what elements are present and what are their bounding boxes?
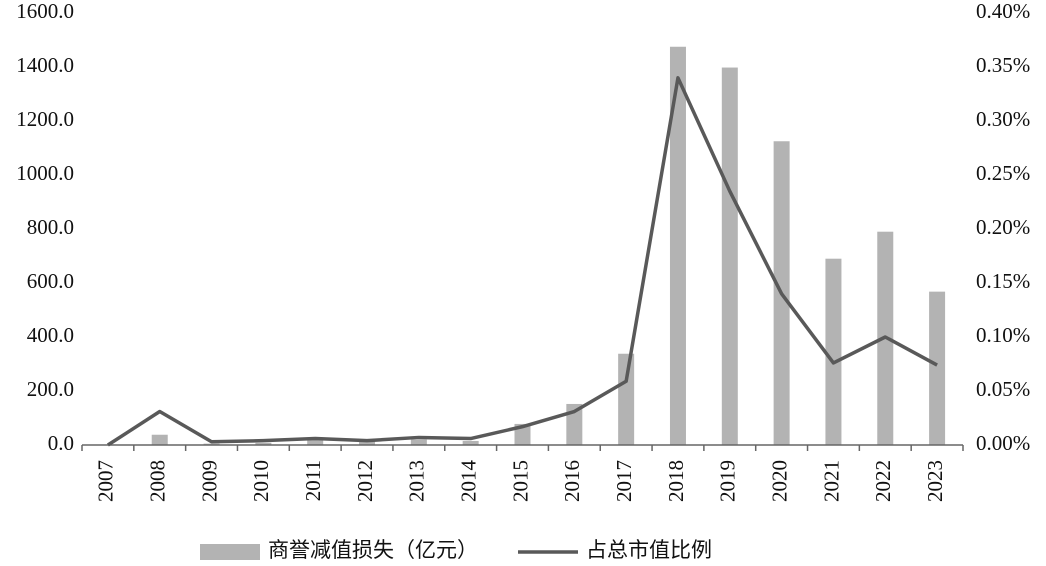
x-tick-label: 2020 [767, 460, 791, 502]
x-tick-label: 2015 [508, 460, 532, 502]
line [106, 76, 938, 447]
y2-tick-label: 0.25% [976, 161, 1030, 185]
y-tick-label: 600.0 [27, 269, 74, 293]
y2-tick-label: 0.15% [976, 269, 1030, 293]
y2-tick-label: 0.20% [976, 215, 1030, 239]
y-tick-label: 800.0 [27, 215, 74, 239]
x-tick-label: 2014 [456, 460, 480, 503]
y2-tick-label: 0.40% [976, 0, 1030, 23]
legend-label: 占总市值比例 [586, 538, 712, 562]
bar [462, 440, 479, 445]
x-tick-label: 2016 [560, 460, 584, 502]
x-tick-label: 2022 [871, 460, 895, 502]
y-tick-label: 1600.0 [16, 0, 74, 23]
x-tick-label: 2023 [923, 460, 947, 502]
x-tick-label: 2008 [146, 460, 170, 502]
bar [359, 440, 376, 445]
y-tick-label: 1000.0 [16, 161, 74, 185]
y-tick-label: 0.0 [48, 431, 74, 455]
legend-label: 商誉减值损失（亿元） [268, 538, 478, 562]
y2-tick-label: 0.30% [976, 107, 1030, 131]
y-tick-label: 1200.0 [16, 107, 74, 131]
bar [825, 258, 842, 445]
bar [307, 438, 324, 445]
x-tick-label: 2009 [197, 460, 221, 502]
y-tick-label: 1400.0 [16, 53, 74, 77]
x-tick-label: 2010 [249, 460, 273, 502]
x-tick-label: 2007 [94, 460, 118, 502]
y2-tick-label: 0.00% [976, 431, 1030, 455]
x-tick-label: 2012 [353, 460, 377, 502]
legend-swatch [200, 544, 260, 560]
x-tick-label: 2021 [819, 460, 843, 502]
x-tick-label: 2017 [612, 460, 636, 502]
x-tick-label: 2019 [716, 460, 740, 502]
x-tick-label: 2013 [405, 460, 429, 502]
x-tick-label: 2011 [301, 460, 325, 501]
bar [669, 46, 686, 445]
y2-tick-label: 0.10% [976, 323, 1030, 347]
y2-tick-label: 0.05% [976, 377, 1030, 401]
bar [255, 442, 272, 445]
bar [721, 67, 738, 445]
bar [410, 439, 427, 445]
y2-tick-label: 0.35% [976, 53, 1030, 77]
y-tick-label: 200.0 [27, 377, 74, 401]
bar [618, 353, 635, 445]
bar [929, 291, 946, 445]
y-tick-label: 400.0 [27, 323, 74, 347]
bar [151, 434, 168, 445]
x-tick-label: 2018 [664, 460, 688, 502]
